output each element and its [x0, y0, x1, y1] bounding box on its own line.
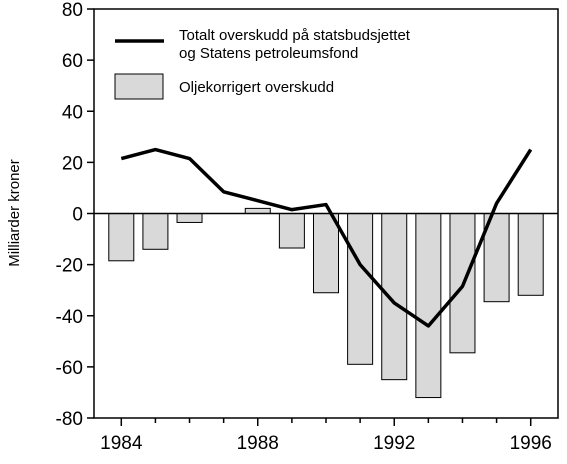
y-tick-label: -80 [56, 409, 83, 430]
bar-1990 [313, 213, 339, 294]
legend-bar-label: Oljekorrigert overskudd [179, 79, 334, 96]
bar-series [108, 207, 544, 399]
y-tick-label: 20 [62, 153, 83, 174]
bar-1986 [176, 213, 203, 223]
legend-line-label-1: Totalt overskudd på statsbudsjettet [179, 27, 411, 44]
x-axis: 1984 1988 1992 1996 [100, 418, 552, 454]
legend: Totalt overskudd på statsbudsjettet og S… [114, 27, 411, 100]
bar-1984 [108, 213, 135, 262]
bar-1993 [415, 213, 442, 399]
x-tick-label: 1992 [373, 433, 415, 454]
bar-1985 [142, 213, 169, 250]
bar-1996 [517, 213, 544, 296]
line-series [120, 147, 533, 328]
y-axis-title: Milliarder kroner [6, 159, 23, 267]
legend-line-label-2: og Statens petroleumsfond [179, 45, 358, 62]
x-tick-label: 1984 [100, 433, 143, 454]
y-tick-label: 0 [72, 205, 83, 226]
bar-1991 [347, 213, 374, 365]
y-axis: 80 60 40 20 0 -20 -40 -60 -80 [56, 0, 94, 430]
y-tick-label: -60 [56, 358, 83, 379]
bar-1988 [244, 207, 271, 214]
bar-1992 [381, 213, 408, 381]
legend-bar-swatch [114, 73, 164, 100]
y-tick-label: 60 [62, 51, 83, 72]
y-tick-label: -20 [56, 256, 83, 277]
y-tick-label: 80 [62, 0, 83, 21]
bar-1995 [483, 213, 510, 303]
y-tick-label: -40 [56, 307, 83, 328]
x-tick-label: 1988 [237, 433, 279, 454]
y-tick-label: 40 [62, 102, 83, 123]
bar-1989 [278, 213, 305, 249]
x-tick-label: 1996 [510, 433, 552, 454]
